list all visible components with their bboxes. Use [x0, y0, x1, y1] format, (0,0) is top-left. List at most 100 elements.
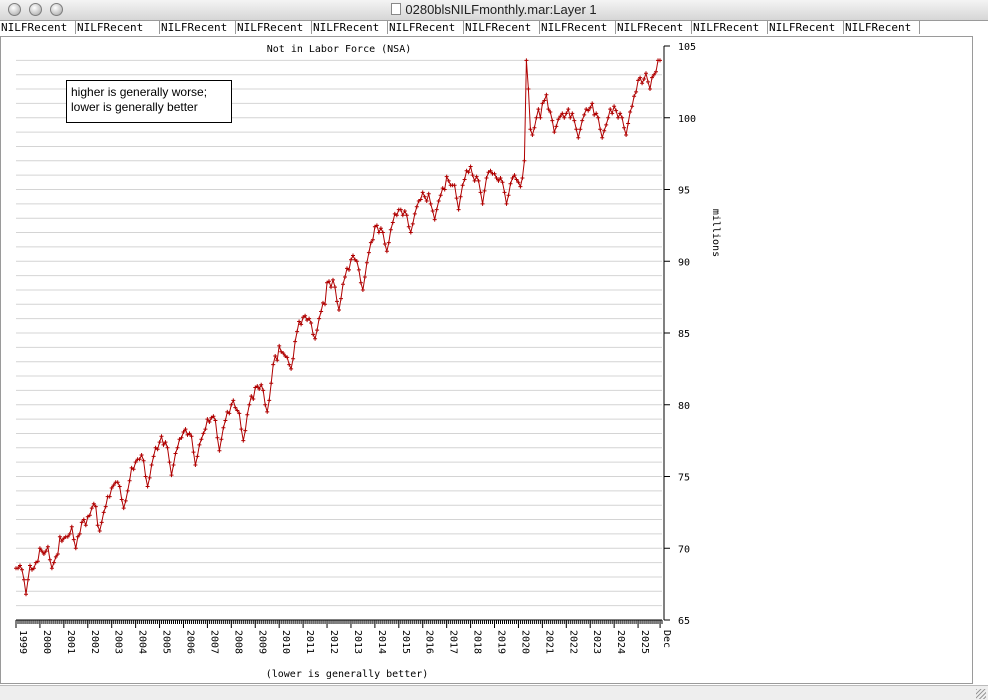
layer-tab[interactable]: NILFRecent: [768, 21, 844, 34]
data-point-marker: [67, 531, 72, 536]
data-point-marker: [243, 428, 248, 433]
data-point-marker: [145, 484, 150, 489]
data-point-marker: [550, 118, 555, 123]
data-point-marker: [229, 402, 234, 407]
minimize-window-button[interactable]: [29, 3, 42, 16]
chart-labels: 65 70 75 80 85 90 95 100 105 1999 2000 2001 2002 2003…: [17, 42, 721, 680]
data-point-marker: [141, 458, 146, 463]
data-point-marker: [598, 127, 603, 132]
data-point-marker: [101, 510, 106, 515]
x-tick-label: 2011: [304, 630, 315, 654]
layer-tab[interactable]: NILFRecent: [692, 21, 768, 34]
data-point-marker: [83, 523, 88, 528]
data-point-marker: [368, 240, 373, 245]
data-point-marker: [610, 111, 615, 116]
data-point-marker: [576, 135, 581, 140]
x-tick-label: 2005: [161, 630, 172, 654]
layer-tab[interactable]: NILFRecent: [76, 21, 160, 34]
data-point-marker: [131, 467, 136, 472]
x-tick-label: 1999: [17, 630, 28, 654]
data-point-marker: [137, 457, 142, 462]
y-tick-label: 95: [678, 186, 690, 197]
data-point-marker: [624, 133, 629, 137]
layer-tab[interactable]: NILFRecent: [0, 21, 76, 34]
data-point-marker: [111, 483, 116, 488]
x-tick-label: 2019: [496, 630, 507, 654]
data-point-marker: [169, 473, 174, 478]
data-point-marker: [351, 253, 355, 258]
data-point-marker: [75, 534, 80, 539]
data-point-marker: [594, 111, 599, 116]
data-point-marker: [65, 534, 70, 539]
data-point-marker: [265, 409, 270, 414]
data-point-marker: [414, 204, 419, 209]
data-point-marker: [215, 435, 220, 440]
data-point-marker: [337, 308, 341, 312]
resize-grip-icon[interactable]: [976, 689, 986, 699]
layer-tab[interactable]: NILFRecent: [844, 21, 920, 34]
zoom-window-button[interactable]: [50, 3, 63, 16]
data-point-marker: [494, 176, 499, 180]
data-point-marker: [55, 552, 60, 556]
layer-tab[interactable]: NILFRecent: [160, 21, 236, 34]
data-point-marker: [382, 242, 387, 246]
data-point-marker: [323, 302, 327, 307]
data-point-marker: [49, 566, 54, 571]
data-point-marker: [646, 79, 650, 84]
data-point-marker: [642, 77, 647, 81]
data-point-marker: [362, 275, 367, 279]
data-point-marker: [143, 474, 148, 479]
window-titlebar: 0280blsNILFmonthly.mar:Layer 1: [0, 0, 988, 21]
data-point-marker: [408, 230, 413, 235]
data-point-marker: [81, 517, 86, 522]
data-point-marker: [247, 402, 252, 407]
data-point-marker: [570, 111, 575, 116]
layer-tab[interactable]: NILFRecent: [616, 21, 692, 34]
data-point-marker: [333, 285, 337, 290]
data-point-marker: [418, 197, 423, 202]
data-point-marker: [24, 592, 28, 597]
data-point-marker: [235, 408, 240, 413]
data-point-marker: [504, 201, 509, 206]
layer-tab[interactable]: NILFRecent: [236, 21, 312, 34]
data-point-marker: [159, 434, 164, 439]
data-point-marker: [263, 402, 268, 407]
data-point-marker: [313, 336, 318, 341]
data-point-marker: [514, 177, 519, 182]
data-point-marker: [163, 440, 168, 445]
data-point-marker: [502, 190, 507, 195]
data-point-marker: [364, 260, 369, 265]
data-point-marker: [506, 193, 511, 198]
chart-gridlines: [16, 59, 662, 607]
data-point-marker: [402, 209, 407, 213]
data-point-marker: [295, 329, 300, 334]
data-point-marker: [472, 178, 477, 183]
x-tick-label: 2007: [208, 630, 219, 654]
layer-tab[interactable]: NILFRecent: [312, 21, 388, 34]
x-tick-label: 2000: [41, 630, 52, 654]
x-tick-label: Dec: [661, 630, 672, 648]
data-point-marker: [452, 183, 457, 188]
data-point-marker: [574, 127, 579, 132]
data-point-marker: [622, 125, 627, 130]
data-point-marker: [412, 211, 417, 216]
x-tick-label: 2022: [567, 630, 578, 654]
layer-tab[interactable]: NILFRecent: [540, 21, 616, 34]
data-point-marker: [586, 108, 591, 113]
window-title-wrap: 0280blsNILFmonthly.mar:Layer 1: [0, 2, 988, 17]
data-point-marker: [91, 501, 96, 506]
x-tick-label: 2014: [376, 630, 387, 654]
layer-tab[interactable]: NILFRecent: [388, 21, 464, 34]
y-tick-label: 85: [678, 329, 690, 340]
layer-tab[interactable]: NILFRecent: [464, 21, 540, 34]
y-tick-label: 90: [678, 257, 690, 268]
data-point-marker: [370, 237, 375, 242]
data-point-marker: [436, 199, 441, 203]
data-point-marker: [97, 529, 102, 533]
data-point-marker: [422, 194, 427, 199]
data-point-marker: [331, 277, 335, 282]
close-window-button[interactable]: [8, 3, 21, 16]
data-point-marker: [512, 173, 517, 178]
data-point-marker: [508, 181, 513, 186]
data-point-marker: [18, 563, 22, 568]
